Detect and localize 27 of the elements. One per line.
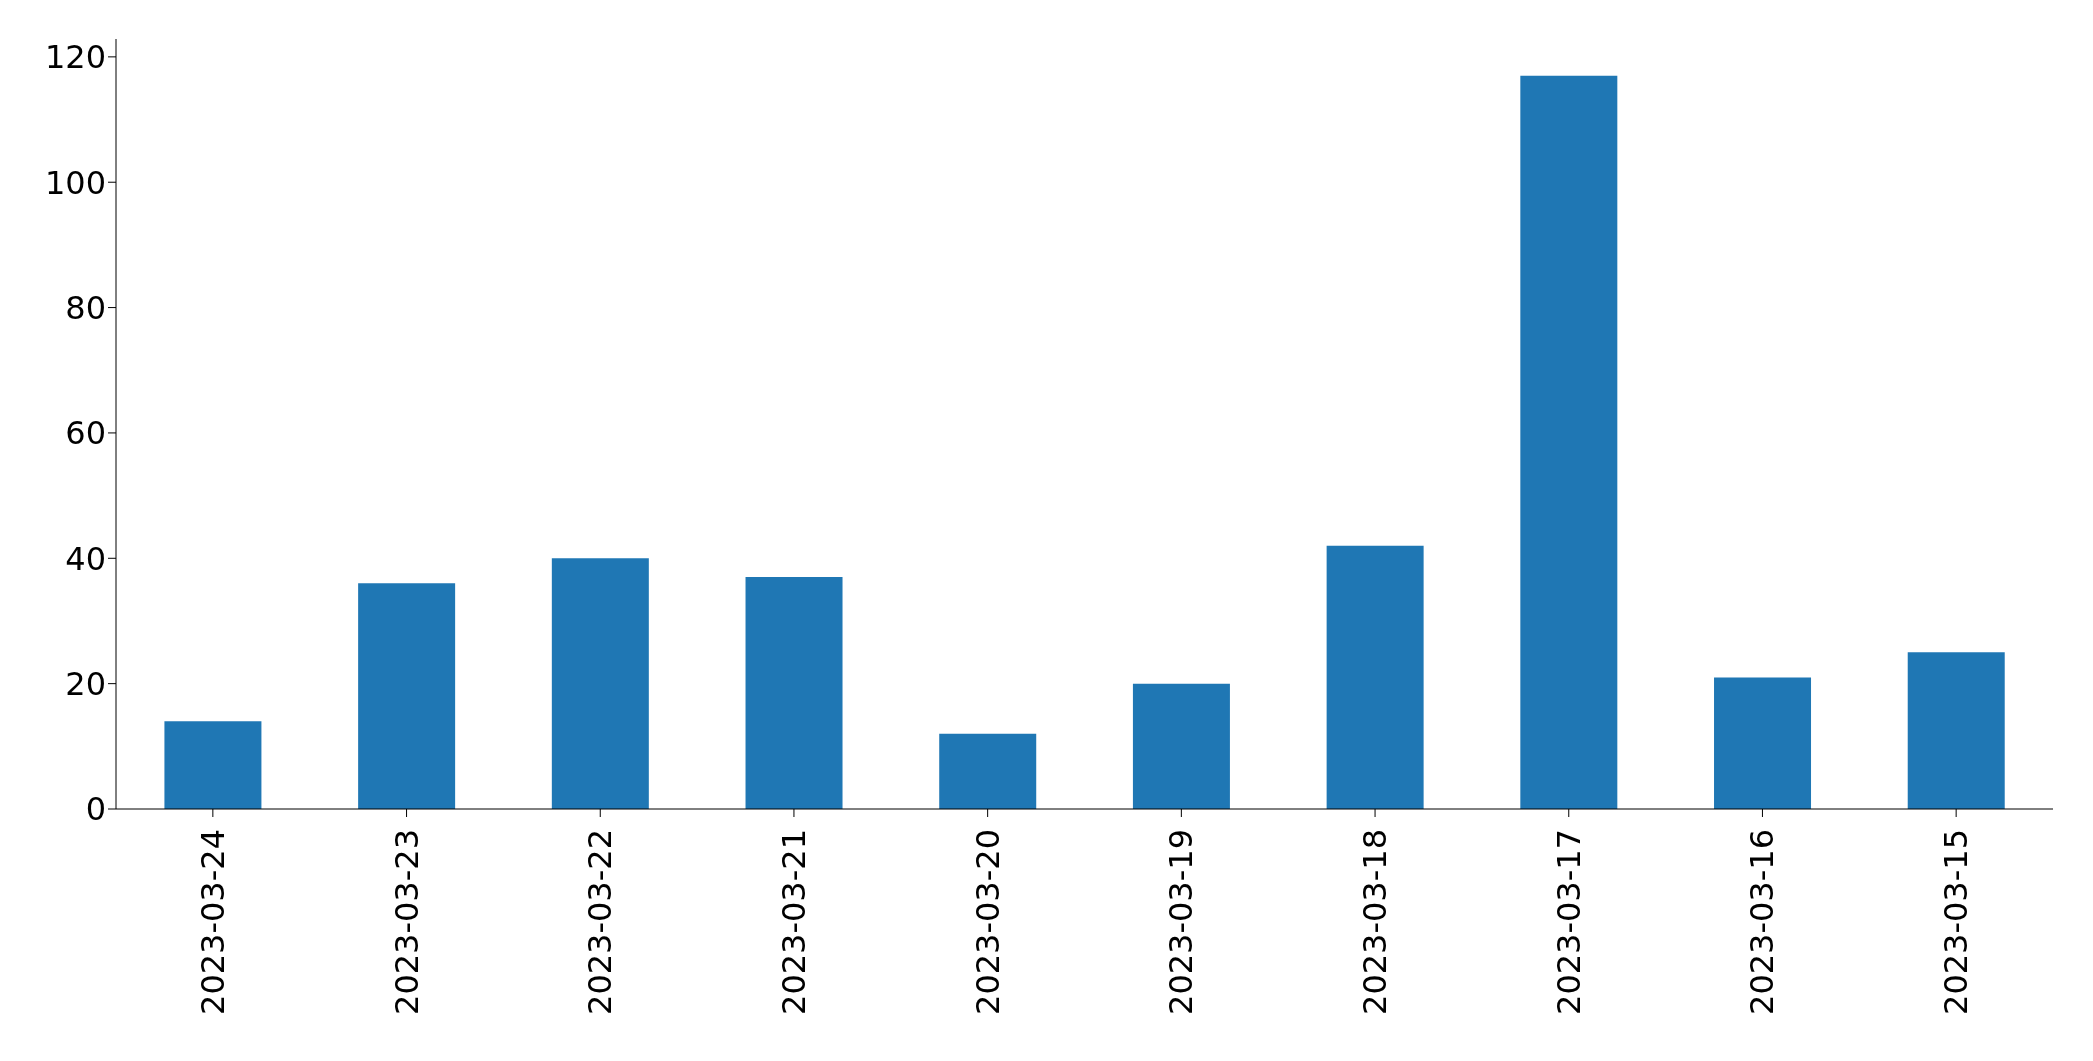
bar bbox=[1326, 545, 1424, 809]
bar bbox=[939, 733, 1037, 809]
x-tick-label: 2023-03-15 bbox=[1937, 829, 1976, 1015]
bar bbox=[551, 558, 649, 809]
x-tick-label: 2023-03-19 bbox=[1162, 829, 1201, 1015]
bar bbox=[1907, 652, 2005, 809]
bar bbox=[1714, 677, 1812, 809]
x-tick-label: 2023-03-20 bbox=[968, 829, 1007, 1015]
bar bbox=[164, 721, 262, 809]
x-tick-label: 2023-03-23 bbox=[387, 829, 426, 1015]
y-tick-label: 20 bbox=[65, 665, 106, 703]
y-tick-label: 120 bbox=[44, 38, 106, 77]
y-tick-label: 0 bbox=[85, 790, 106, 829]
bar bbox=[1520, 75, 1618, 809]
x-tick-label: 2023-03-16 bbox=[1743, 829, 1782, 1015]
x-tick-label: 2023-03-22 bbox=[581, 829, 620, 1015]
bar bbox=[358, 583, 456, 809]
y-tick-label: 40 bbox=[65, 539, 106, 578]
x-tick-label: 2023-03-18 bbox=[1356, 829, 1395, 1015]
bar bbox=[745, 577, 843, 809]
y-tick-label: 60 bbox=[65, 414, 106, 453]
x-tick-label: 2023-03-17 bbox=[1549, 829, 1588, 1015]
x-tick-label: 2023-03-21 bbox=[774, 829, 813, 1015]
bar bbox=[1132, 683, 1230, 809]
y-tick-label: 100 bbox=[44, 163, 106, 202]
x-tick-label: 2023-03-24 bbox=[193, 829, 232, 1015]
y-tick-label: 80 bbox=[65, 288, 106, 327]
